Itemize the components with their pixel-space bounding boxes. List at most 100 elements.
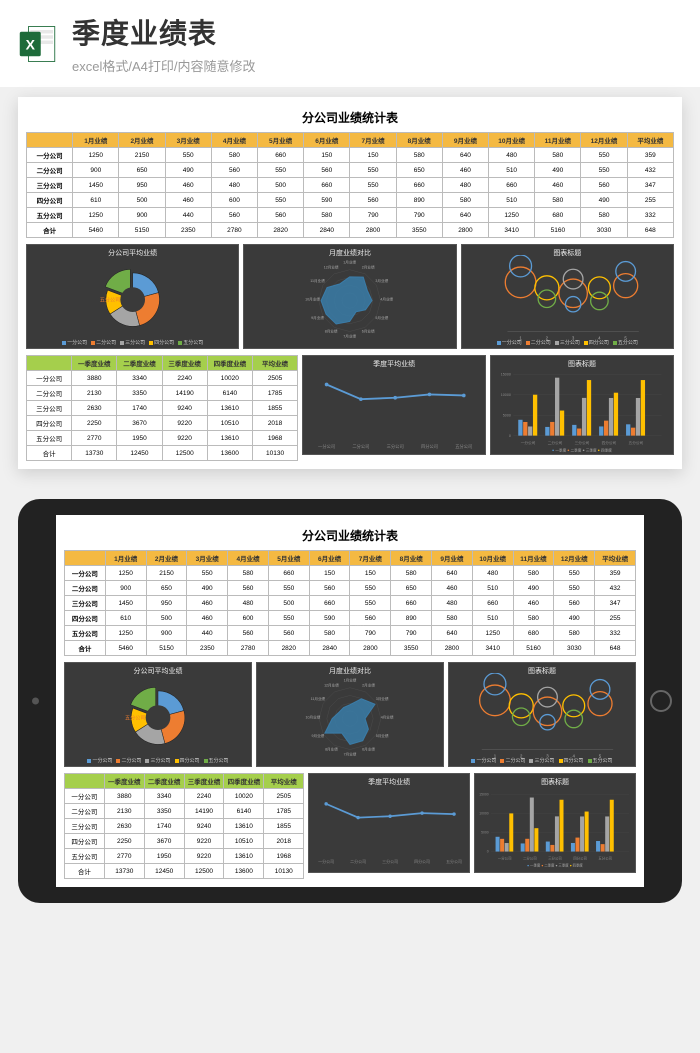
cell: 490 bbox=[187, 581, 228, 596]
svg-text:五分公司: 五分公司 bbox=[100, 296, 121, 304]
cell: 5160 bbox=[535, 223, 581, 238]
cell: 580 bbox=[535, 193, 581, 208]
cell: 1785 bbox=[264, 804, 304, 819]
svg-text:3月业绩: 3月业绩 bbox=[376, 696, 389, 701]
svg-text:2月业绩: 2月业绩 bbox=[362, 683, 375, 688]
col-header: 11月业绩 bbox=[513, 551, 554, 566]
chart-title: 季度平均业绩 bbox=[309, 777, 469, 787]
col-header: 7月业绩 bbox=[350, 551, 391, 566]
cell: 440 bbox=[165, 208, 211, 223]
cell: 890 bbox=[391, 611, 432, 626]
table-row: 四分公司610500460600550590560890580510580490… bbox=[65, 611, 636, 626]
cell: 2250 bbox=[104, 834, 144, 849]
cell: 1950 bbox=[144, 849, 184, 864]
cell: 6140 bbox=[207, 386, 252, 401]
cell: 560 bbox=[228, 626, 269, 641]
col-header: 平均业绩 bbox=[264, 774, 304, 789]
cell: 13600 bbox=[224, 864, 264, 879]
cell: 660 bbox=[391, 596, 432, 611]
cell: 900 bbox=[73, 163, 119, 178]
col-header: 四季度业绩 bbox=[207, 356, 252, 371]
table-row: 二分公司900650490560550560550650460510490550… bbox=[65, 581, 636, 596]
cell: 600 bbox=[211, 193, 257, 208]
cell: 550 bbox=[258, 193, 304, 208]
cell: 150 bbox=[350, 566, 391, 581]
cell: 12500 bbox=[162, 446, 207, 461]
page-title: 季度业绩表 bbox=[72, 12, 682, 52]
cell: 3670 bbox=[144, 834, 184, 849]
cell: 9220 bbox=[184, 849, 224, 864]
sheet-title: 分公司业绩统计表 bbox=[26, 109, 674, 126]
cell: 四分公司 bbox=[27, 416, 72, 431]
svg-text:6月业绩: 6月业绩 bbox=[362, 747, 375, 752]
cell: 580 bbox=[442, 193, 488, 208]
cell: 560 bbox=[350, 193, 396, 208]
cell: 1968 bbox=[264, 849, 304, 864]
cell: 660 bbox=[268, 566, 309, 581]
table-row: 一分公司388033402240100202505 bbox=[27, 371, 298, 386]
col-header: 10月业绩 bbox=[472, 551, 513, 566]
cell: 359 bbox=[627, 148, 673, 163]
cell: 560 bbox=[228, 581, 269, 596]
cell: 900 bbox=[119, 208, 165, 223]
chart-title: 图表标题 bbox=[491, 359, 673, 369]
svg-text:11月业绩: 11月业绩 bbox=[311, 278, 326, 283]
cell: 14190 bbox=[184, 804, 224, 819]
cell: 合计 bbox=[27, 446, 72, 461]
cell: 10130 bbox=[264, 864, 304, 879]
cell: 5150 bbox=[119, 223, 165, 238]
legend-item: 三分公司 bbox=[555, 339, 580, 346]
cell: 合计 bbox=[27, 223, 73, 238]
cell: 五分公司 bbox=[27, 431, 72, 446]
cell: 四分公司 bbox=[27, 193, 73, 208]
cell: 648 bbox=[627, 223, 673, 238]
cell: 2780 bbox=[211, 223, 257, 238]
cell: 2770 bbox=[72, 431, 117, 446]
cell: 10510 bbox=[207, 416, 252, 431]
cell: 1740 bbox=[117, 401, 162, 416]
cell: 432 bbox=[595, 581, 636, 596]
svg-text:四分公司: 四分公司 bbox=[421, 443, 438, 450]
cell: 660 bbox=[304, 178, 350, 193]
cell: 480 bbox=[228, 596, 269, 611]
cell: 三分公司 bbox=[27, 401, 72, 416]
cell: 1250 bbox=[472, 626, 513, 641]
cell: 13610 bbox=[224, 849, 264, 864]
cell: 6140 bbox=[224, 804, 264, 819]
cell: 2130 bbox=[72, 386, 117, 401]
cell: 560 bbox=[309, 581, 350, 596]
col-header: 2月业绩 bbox=[146, 551, 187, 566]
col-header: 二季度业绩 bbox=[144, 774, 184, 789]
table-row: 二分公司213033501419061401785 bbox=[27, 386, 298, 401]
cell: 580 bbox=[581, 208, 627, 223]
cell: 13610 bbox=[207, 401, 252, 416]
cell: 790 bbox=[350, 208, 396, 223]
legend-item: 四分公司 bbox=[175, 757, 200, 764]
cell: 1950 bbox=[117, 431, 162, 446]
page-header: X 季度业绩表 excel格式/A4打印/内容随意修改 bbox=[0, 0, 700, 87]
cell: 13730 bbox=[72, 446, 117, 461]
table-row: 四分公司225036709220105102018 bbox=[65, 834, 304, 849]
bubble-legend: 一分公司二分公司三分公司四分公司五分公司 bbox=[462, 339, 673, 346]
cell: 480 bbox=[472, 566, 513, 581]
cell: 1250 bbox=[105, 626, 146, 641]
cell: 2350 bbox=[187, 641, 228, 656]
legend-item: 一分公司 bbox=[497, 339, 522, 346]
cell: 460 bbox=[165, 193, 211, 208]
table-row: 五分公司125090044056056058079079064012506805… bbox=[65, 626, 636, 641]
svg-text:五分公司: 五分公司 bbox=[629, 440, 644, 445]
cell: 10020 bbox=[224, 789, 264, 804]
cell: 550 bbox=[165, 148, 211, 163]
col-header: 9月业绩 bbox=[442, 133, 488, 148]
cell: 3880 bbox=[104, 789, 144, 804]
cell: 2840 bbox=[304, 223, 350, 238]
cell: 460 bbox=[513, 596, 554, 611]
cell: 900 bbox=[146, 626, 187, 641]
svg-text:5月业绩: 5月业绩 bbox=[376, 315, 389, 320]
cell: 1250 bbox=[73, 148, 119, 163]
cell: 590 bbox=[304, 193, 350, 208]
cell: 660 bbox=[489, 178, 535, 193]
cell: 一分公司 bbox=[65, 789, 105, 804]
cell: 550 bbox=[581, 163, 627, 178]
cell: 2240 bbox=[162, 371, 207, 386]
